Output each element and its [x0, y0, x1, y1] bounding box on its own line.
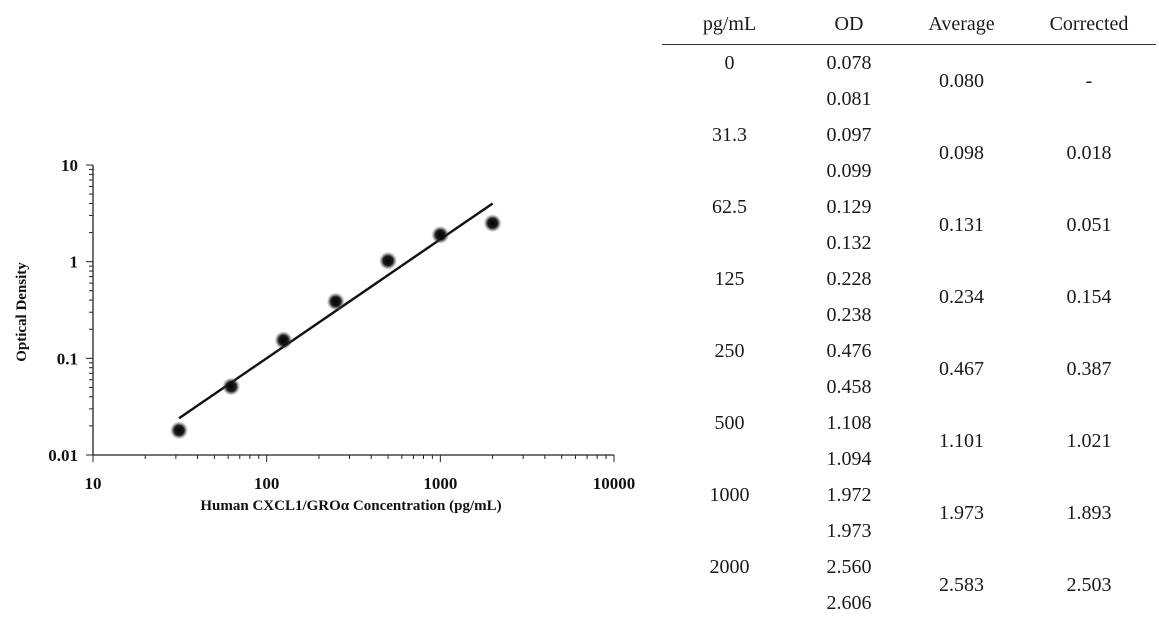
concentration-cell: 125 — [714, 268, 745, 290]
od-cell: 1.108 — [826, 412, 872, 434]
od-cell: 0.099 — [826, 160, 872, 182]
corrected-cell: 1.893 — [1066, 502, 1112, 524]
corrected-cell: 0.387 — [1066, 358, 1112, 380]
average-cell: 0.467 — [939, 358, 984, 380]
data-point — [326, 292, 345, 311]
concentration-cell: 0 — [724, 52, 735, 74]
data-point — [170, 421, 189, 440]
header-average: Average — [901, 4, 1022, 45]
od-cell: 2.606 — [826, 592, 872, 614]
x-tick-label: 100 — [254, 474, 280, 493]
od-cell: 0.078 — [826, 52, 872, 74]
data-points-group — [170, 214, 502, 440]
x-axis-title: Human CXCL1/GROα Concentration (pg/mL) — [200, 498, 501, 514]
od-cell: 0.228 — [826, 268, 872, 290]
corrected-cell: 2.503 — [1066, 574, 1112, 596]
table-row: 500 1.108 1.101 1.021 — [662, 405, 1156, 452]
average-cell: 0.234 — [939, 286, 984, 308]
average-cell: 0.098 — [939, 142, 984, 164]
header-od: OD — [797, 4, 901, 45]
table-header-row: pg/mL OD Average Corrected — [662, 4, 1156, 45]
od-cell: 0.238 — [826, 304, 872, 326]
chart-axes — [92, 165, 614, 456]
data-point — [431, 225, 450, 244]
data-point — [379, 251, 398, 270]
corrected-cell: 0.154 — [1066, 286, 1112, 308]
data-point — [483, 214, 502, 233]
data-point — [222, 377, 241, 396]
concentration-cell: 31.3 — [712, 124, 747, 146]
corrected-cell: 0.018 — [1066, 142, 1112, 164]
table-row: 0 0.078 0.080 - — [662, 45, 1156, 92]
y-tick-label: 1 — [70, 253, 79, 272]
x-tick-label: 1000 — [423, 474, 457, 493]
table-row: 0.458 — [662, 369, 1156, 405]
concentration-cell: 1000 — [709, 484, 750, 506]
concentration-cell: 2000 — [709, 556, 750, 578]
table-row: 1.094 — [662, 441, 1156, 477]
table-row: 0.132 — [662, 225, 1156, 261]
header-concentration: pg/mL — [662, 4, 797, 45]
corrected-cell: 1.021 — [1066, 430, 1112, 452]
concentration-cell: 62.5 — [712, 196, 747, 218]
table-row: 2000 2.560 2.583 2.503 — [662, 549, 1156, 596]
table-row: 0.238 — [662, 297, 1156, 333]
table-row: 1.973 — [662, 513, 1156, 549]
od-cell: 0.476 — [826, 340, 872, 362]
y-axis-title: Optical Density — [14, 262, 30, 362]
od-cell: 0.081 — [826, 88, 872, 110]
average-cell: 0.080 — [939, 70, 984, 92]
table-row: 0.081 — [662, 81, 1156, 117]
table-row: 1000 1.972 1.973 1.893 — [662, 477, 1156, 524]
average-cell: 1.973 — [939, 502, 984, 524]
table-row: 31.3 0.097 0.098 0.018 — [662, 117, 1156, 164]
od-cell: 2.560 — [826, 556, 872, 578]
chart-ticks: 0.01 0.1 1 10 10 100 1000 10000 — [48, 156, 635, 493]
table-row: 125 0.228 0.234 0.154 — [662, 261, 1156, 308]
corrected-cell: 0.051 — [1066, 214, 1112, 236]
x-tick-label: 10 — [85, 474, 102, 493]
table-row: 2.606 — [662, 585, 1156, 621]
data-point — [274, 331, 293, 350]
table-row: 62.5 0.129 0.131 0.051 — [662, 189, 1156, 236]
y-tick-label: 10 — [61, 156, 78, 175]
corrected-cell: - — [1085, 70, 1093, 92]
od-cell: 1.973 — [826, 520, 872, 542]
concentration-cell: 500 — [714, 412, 745, 434]
od-cell: 1.972 — [826, 484, 872, 506]
od-cell: 1.094 — [826, 448, 872, 470]
od-cell: 0.132 — [826, 232, 872, 254]
average-cell: 1.101 — [939, 430, 984, 452]
concentration-cell: 250 — [714, 340, 745, 362]
x-tick-label: 10000 — [593, 474, 636, 493]
od-cell: 0.129 — [826, 196, 872, 218]
od-cell: 0.458 — [826, 376, 872, 398]
average-cell: 2.583 — [939, 574, 984, 596]
table-row: 250 0.476 0.467 0.387 — [662, 333, 1156, 380]
header-corrected: Corrected — [1022, 4, 1156, 45]
y-tick-label: 0.01 — [48, 446, 78, 465]
standard-curve-table: pg/mL OD Average Corrected 0 0.078 0.080-0… — [662, 4, 1156, 621]
average-cell: 0.131 — [939, 214, 984, 236]
y-tick-label: 0.1 — [57, 349, 78, 368]
od-cell: 0.097 — [826, 124, 872, 146]
standard-curve-chart: 0.01 0.1 1 10 10 100 1000 10000 Human CXCL1/GRO… — [14, 156, 635, 514]
table-row: 0.099 — [662, 153, 1156, 189]
